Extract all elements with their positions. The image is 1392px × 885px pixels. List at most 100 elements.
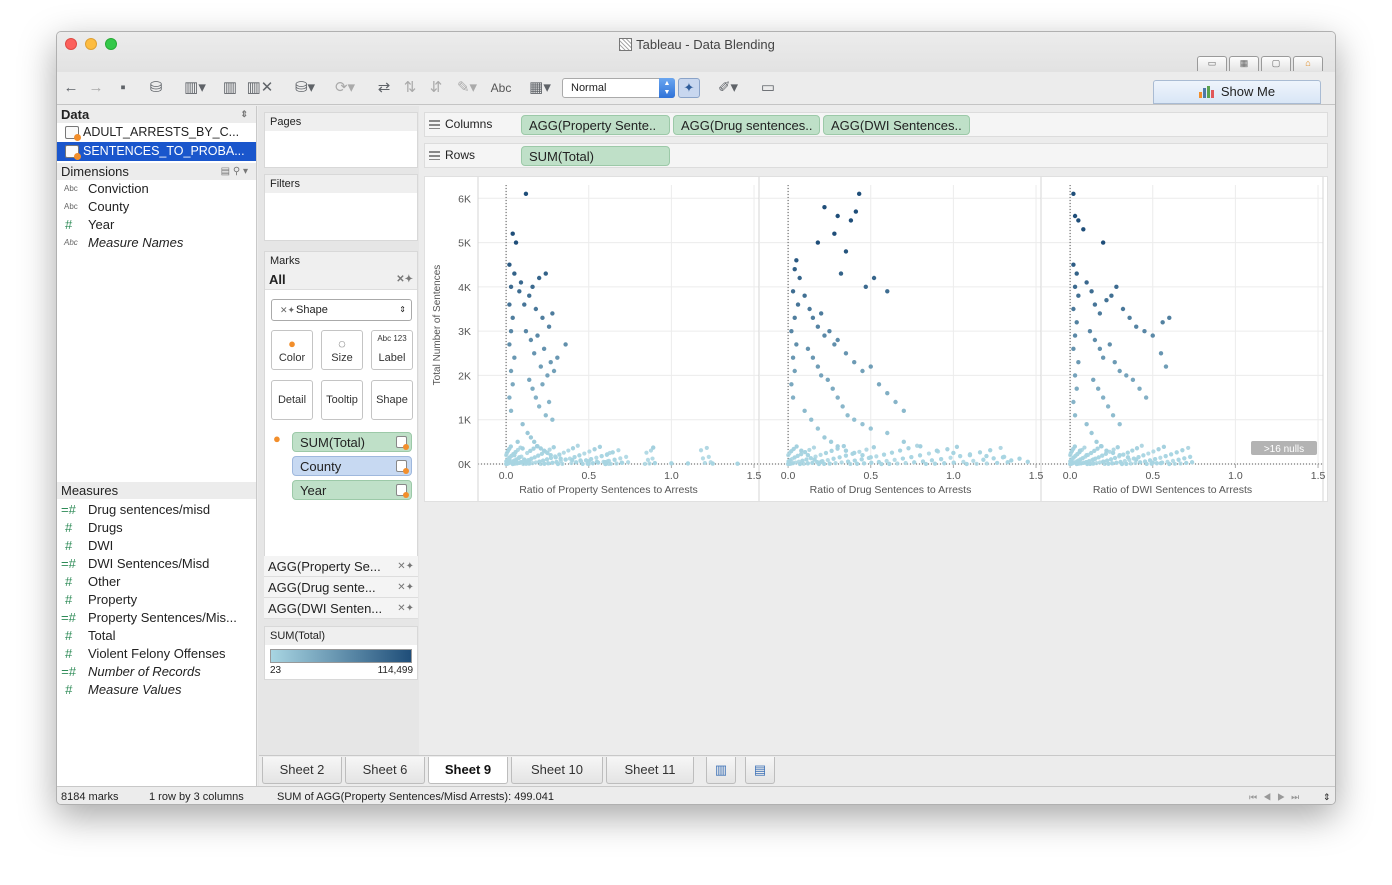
datasource-icon[interactable]: ⛁ (149, 79, 163, 96)
field-item[interactable]: # Total (57, 627, 256, 645)
column-pill-property[interactable]: AGG(Property Sente.. (521, 115, 670, 135)
marks-all-row[interactable]: All ✕✦ (265, 270, 417, 290)
sort-descending-icon[interactable]: ⇵ (429, 79, 443, 96)
filters-card[interactable]: Filters (264, 174, 418, 241)
highlight-icon[interactable]: ✎▾ (456, 79, 478, 96)
x-tick-label: 1.5 (1311, 470, 1326, 482)
field-item[interactable]: # Drugs (57, 519, 256, 537)
new-dashboard-tab-icon[interactable]: ▤ (745, 757, 775, 784)
toolbar: ← → ▪ ⛁ ▥▾ ▥ ▥✕ ⛁▾ ⟳▾ ⇄ ⇅ ⇵ ✎▾ Abc ▦▾ No… (57, 72, 1335, 105)
expand-icon[interactable]: ✕✦ (397, 582, 414, 593)
mark-pill-year[interactable]: Year (292, 480, 412, 500)
expand-icon[interactable]: ✕✦ (397, 561, 414, 572)
new-worksheet-tab-icon[interactable]: ▥ (706, 757, 736, 784)
annotate-pen-icon[interactable]: ✐▾ (717, 79, 739, 96)
scatter-point (845, 413, 850, 418)
field-item[interactable]: # DWI (57, 537, 256, 555)
row-pill-sum-total[interactable]: SUM(Total) (521, 146, 670, 166)
close-window-button[interactable] (65, 38, 77, 50)
sort-ascending-icon[interactable]: ⇅ (403, 79, 417, 96)
field-item[interactable]: # Measure Values (57, 681, 256, 699)
bar-chart-icon (1198, 86, 1215, 98)
scatter-point (507, 395, 512, 400)
mark-pill-county[interactable]: County (292, 456, 412, 476)
field-item[interactable]: =# Number of Records (57, 663, 256, 681)
field-item[interactable]: Abc County (57, 198, 256, 216)
pages-card[interactable]: Pages (264, 112, 418, 168)
scatter-point (544, 457, 550, 462)
scatter-point (805, 346, 811, 352)
data-source-item[interactable]: ADULT_ARRESTS_BY_C... (57, 123, 256, 142)
field-item[interactable]: # Violent Felony Offenses (57, 645, 256, 663)
refresh-icon[interactable]: ⟳▾ (334, 79, 356, 96)
scatter-point (554, 459, 559, 465)
mark-type-select[interactable]: ✕✦ Shape ⇕ (271, 299, 412, 321)
back-arrow-icon[interactable]: ← (63, 79, 79, 96)
size-button[interactable]: ◌ Size (321, 330, 363, 370)
marks-measure-property[interactable]: AGG(Property Se... ✕✦ (264, 556, 418, 577)
scatter-point (603, 460, 608, 465)
field-item[interactable]: # Other (57, 573, 256, 591)
column-pill-drug[interactable]: AGG(Drug sentences.. (673, 115, 820, 135)
forward-arrow-icon[interactable]: → (88, 79, 104, 96)
scatter-point (543, 413, 548, 418)
view-mode-tab-3[interactable]: ▢ (1261, 56, 1291, 71)
detail-button[interactable]: Detail (271, 380, 313, 420)
data-source-item[interactable]: SENTENCES_TO_PROBA... (57, 142, 256, 161)
tab-sheet-10[interactable]: Sheet 10 (511, 757, 603, 784)
home-tab-icon[interactable]: ⌂ (1293, 56, 1323, 71)
tab-sheet-9[interactable]: Sheet 9 (428, 757, 508, 784)
field-item[interactable]: =# Property Sentences/Mis... (57, 609, 256, 627)
column-pill-dwi[interactable]: AGG(DWI Sentences.. (823, 115, 970, 135)
field-item[interactable]: # Property (57, 591, 256, 609)
field-label: DWI Sentences/Misd (88, 556, 210, 571)
data-pane-updown-icon[interactable]: ⇕ (240, 109, 248, 119)
mark-pill-sum-total[interactable]: SUM(Total) (292, 432, 412, 452)
field-item[interactable]: Abc Measure Names (57, 234, 256, 252)
minimize-window-button[interactable] (85, 38, 97, 50)
label-button[interactable]: Abc 123 Label (371, 330, 413, 370)
filters-title: Filters (265, 175, 417, 193)
field-item[interactable]: =# DWI Sentences/Misd (57, 555, 256, 573)
tab-sheet-2[interactable]: Sheet 2 (262, 757, 342, 784)
pin-axis-icon[interactable]: ✦ (678, 78, 700, 98)
marks-card: Marks All ✕✦ ✕✦ Shape ⇕ ● Color ◌ Size Abc 12… (264, 251, 418, 591)
scatter-point (528, 337, 534, 343)
mark-size-select[interactable]: Normal ▲ ▼ (562, 78, 675, 98)
marks-measure-drug[interactable]: AGG(Drug sente... ✕✦ (264, 577, 418, 598)
pause-updates-icon[interactable]: ⛁▾ (294, 79, 316, 96)
scatter-point (648, 448, 654, 453)
presentation-mode-icon[interactable]: ▭ (760, 79, 776, 96)
dimensions-search-icon[interactable]: ▤ ⚲ ▾ (220, 166, 248, 177)
view-mode-tab-2[interactable]: ▦ (1229, 56, 1259, 71)
columns-shelf-title: Columns (445, 117, 493, 131)
scatter-point (852, 450, 857, 456)
view-mode-tab-1[interactable]: ▭ (1197, 56, 1227, 71)
field-item[interactable]: # Year (57, 216, 256, 234)
field-item[interactable]: =# Drug sentences/misd (57, 501, 256, 519)
color-legend-card[interactable]: SUM(Total) 23 114,499 (264, 626, 418, 680)
rows-shelf[interactable]: Rows SUM(Total) (424, 143, 1328, 168)
tab-sheet-6[interactable]: Sheet 6 (345, 757, 425, 784)
field-item[interactable]: Abc Conviction (57, 180, 256, 198)
sheet-sorter-icon[interactable]: ⇕ (1323, 792, 1331, 802)
show-me-button[interactable]: Show Me (1153, 80, 1321, 104)
tab-sheet-11[interactable]: Sheet 11 (606, 757, 694, 784)
duplicate-sheet-icon[interactable]: ▥ (222, 79, 238, 96)
zoom-window-button[interactable] (105, 38, 117, 50)
clear-sheet-icon[interactable]: ▥✕ (246, 79, 274, 96)
swap-rows-columns-icon[interactable]: ⇄ (377, 79, 391, 96)
fit-options-icon[interactable]: ▦▾ (529, 79, 551, 96)
scatter-point (1142, 328, 1147, 334)
shape-button[interactable]: Shape (371, 380, 413, 420)
tooltip-button[interactable]: Tooltip (321, 380, 363, 420)
show-mark-labels-button[interactable]: Abc (490, 81, 512, 95)
new-worksheet-icon[interactable]: ▥▾ (184, 79, 206, 96)
color-button[interactable]: ● Color (271, 330, 313, 370)
columns-shelf[interactable]: Columns AGG(Property Sente.. AGG(Drug se… (424, 112, 1328, 137)
expand-icon[interactable]: ✕✦ (397, 603, 414, 614)
save-icon[interactable]: ▪ (120, 79, 126, 96)
sheet-navigation-icons[interactable]: ⏮◀▶⏭ (1249, 792, 1306, 802)
marks-measure-dwi[interactable]: AGG(DWI Senten... ✕✦ (264, 598, 418, 619)
marks-expand-icon[interactable]: ✕✦ (396, 274, 413, 285)
